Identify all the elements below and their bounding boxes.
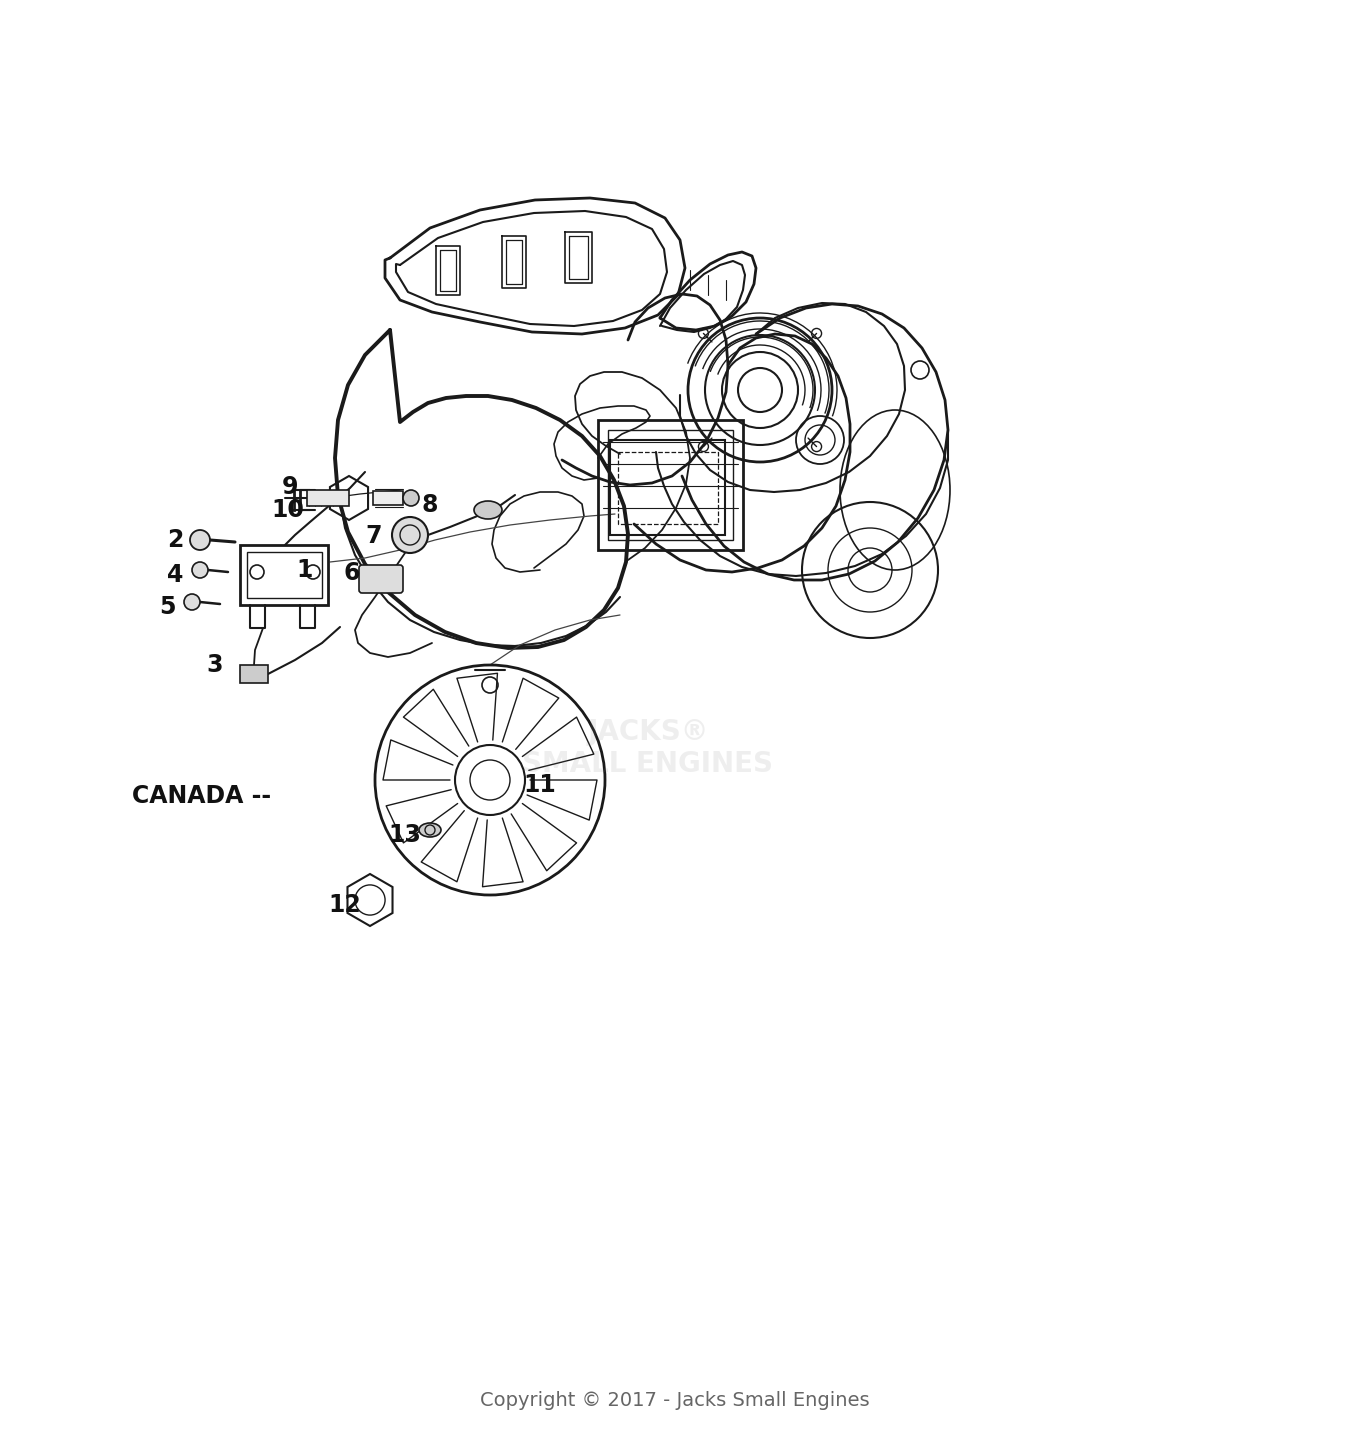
Circle shape xyxy=(738,367,782,412)
FancyBboxPatch shape xyxy=(359,565,404,592)
Text: 6: 6 xyxy=(344,560,360,585)
Circle shape xyxy=(184,594,200,610)
Ellipse shape xyxy=(474,501,502,518)
Text: 12: 12 xyxy=(328,893,362,918)
Text: 3: 3 xyxy=(207,653,223,677)
Text: 4: 4 xyxy=(167,563,184,587)
Text: 11: 11 xyxy=(524,772,556,797)
Bar xyxy=(598,420,742,550)
Bar xyxy=(618,452,718,524)
Bar xyxy=(240,665,269,682)
Bar xyxy=(608,430,733,540)
Text: 7: 7 xyxy=(366,524,382,547)
Text: 8: 8 xyxy=(421,494,439,517)
Bar xyxy=(240,544,328,605)
Circle shape xyxy=(404,489,418,505)
Bar xyxy=(306,489,350,505)
Circle shape xyxy=(392,517,428,553)
Text: 13: 13 xyxy=(389,823,421,847)
Text: 9: 9 xyxy=(282,475,298,499)
Text: Copyright © 2017 - Jacks Small Engines: Copyright © 2017 - Jacks Small Engines xyxy=(481,1391,869,1410)
Circle shape xyxy=(190,530,211,550)
Text: CANADA --: CANADA -- xyxy=(132,784,279,807)
Circle shape xyxy=(192,562,208,578)
Bar xyxy=(247,552,323,598)
Text: 10: 10 xyxy=(271,498,305,523)
Text: 5: 5 xyxy=(159,595,176,619)
Ellipse shape xyxy=(418,823,441,836)
Text: 1: 1 xyxy=(297,558,313,582)
Bar xyxy=(610,440,725,534)
Text: JACKS®
SMALL ENGINES: JACKS® SMALL ENGINES xyxy=(522,717,774,778)
Bar xyxy=(373,491,404,505)
Text: 2: 2 xyxy=(167,529,184,552)
